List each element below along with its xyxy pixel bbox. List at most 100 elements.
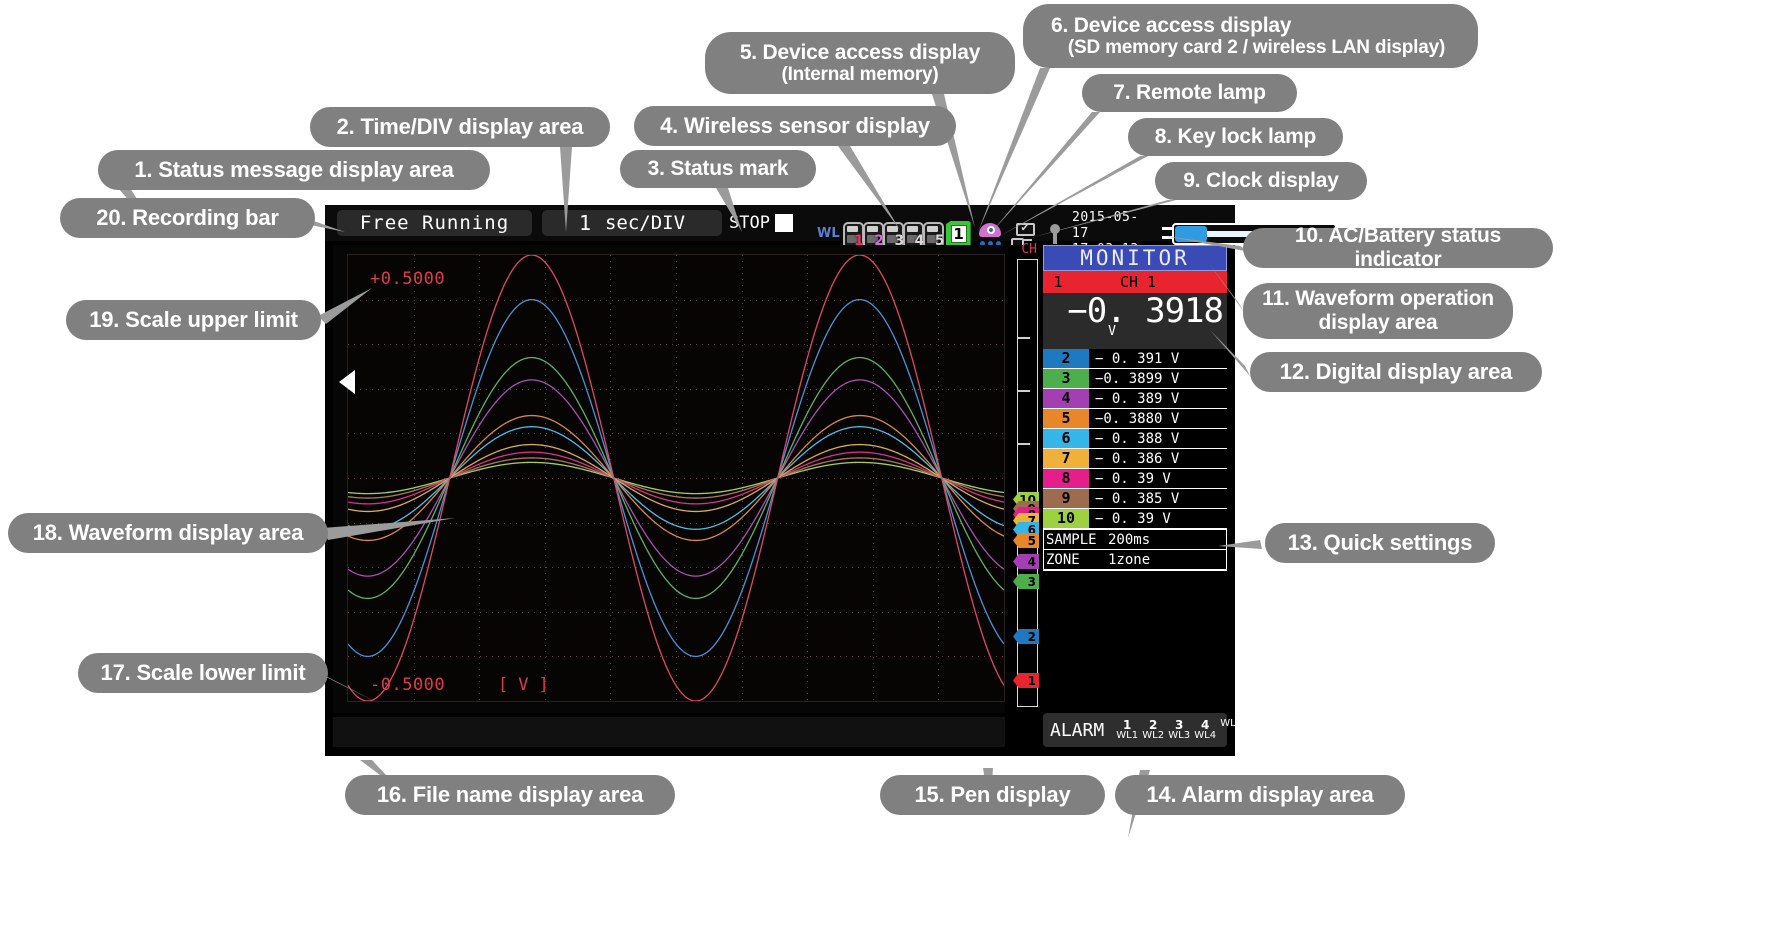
- device-screen: Free Running 1 sec/DIV STOP WL 1 2 3: [325, 205, 1338, 756]
- quick-setting-row[interactable]: ZONE 1zone: [1044, 550, 1226, 570]
- waveform-trace: [348, 451, 1004, 505]
- pen-track: [1017, 259, 1038, 707]
- waveform-trace: [348, 414, 1004, 542]
- recording-bar-marker[interactable]: [339, 370, 355, 394]
- alarm-lamp-label: WL2: [1142, 730, 1165, 741]
- alarm-label: ALARM: [1050, 719, 1105, 741]
- digital-channel-row[interactable]: 4 − 0. 389 V: [1043, 389, 1227, 409]
- callout-5-line1: 5. Device access display: [739, 40, 981, 64]
- callout-15: 15. Pen display: [880, 775, 1105, 815]
- callout-12: 12. Digital display area: [1250, 352, 1542, 392]
- callout-5-line2: (Internal memory): [781, 64, 939, 86]
- pen-tick: [1018, 443, 1030, 445]
- pen-marker[interactable]: 2: [1013, 629, 1039, 644]
- waveform-trace: [348, 379, 1004, 577]
- alarm-lamp: 1 WL1: [1114, 719, 1140, 741]
- status-bar: Free Running 1 sec/DIV STOP WL 1 2 3: [325, 205, 1338, 257]
- wireless-sensor-number: 3: [894, 232, 905, 249]
- wireless-sensor-number: 1: [854, 232, 864, 249]
- unit-text: V: [518, 675, 539, 695]
- status-mark-label: STOP: [729, 213, 770, 233]
- waveform-trace: [348, 298, 1004, 658]
- digital-channel-value: − 0. 39 V: [1095, 470, 1171, 487]
- callout-8: 8. Key lock lamp: [1128, 118, 1343, 156]
- digital-channel-index: 4: [1043, 389, 1089, 408]
- digital-channel-row[interactable]: 7 − 0. 386 V: [1043, 449, 1227, 469]
- waveform-trace: [348, 457, 1004, 499]
- sd-card-label: 1: [950, 224, 967, 243]
- digital-channel-row[interactable]: 8 − 0. 39 V: [1043, 469, 1227, 489]
- quick-setting-key: ZONE: [1046, 551, 1080, 568]
- monitor-channel-name: CH 1: [1119, 273, 1157, 291]
- callout-11: 11. Waveform operation display area: [1243, 283, 1513, 339]
- key-lock-icon: [1047, 221, 1062, 247]
- callout-17: 17. Scale lower limit: [78, 653, 328, 693]
- pen-tick: [1018, 390, 1030, 392]
- monitor-unit: V: [1108, 324, 1116, 339]
- alarm-lamp-number: 3: [1175, 718, 1184, 732]
- callout-3: 3. Status mark: [620, 150, 816, 188]
- alarm-lamp-number: 4: [1201, 718, 1210, 732]
- wireless-sensor-icon-5: 5: [921, 221, 945, 249]
- quick-setting-row[interactable]: SAMPLE 200ms: [1044, 530, 1226, 550]
- digital-channel-value: − 0. 385 V: [1095, 490, 1180, 507]
- digital-channel-index: 5: [1043, 409, 1089, 428]
- waveform-plot: [348, 255, 1004, 701]
- callout-5: 5. Device access display (Internal memor…: [705, 32, 1015, 94]
- digital-channel-row[interactable]: 3 −0. 3899 V: [1043, 369, 1227, 389]
- digital-channel-index: 2: [1043, 349, 1089, 368]
- pen-marker[interactable]: 3: [1013, 574, 1039, 589]
- digital-channel-row[interactable]: 6 − 0. 388 V: [1043, 429, 1227, 449]
- wireless-sensor-number: 2: [874, 232, 884, 249]
- unit-bracket-close: ]: [538, 675, 559, 695]
- monitor-value: −0. 3918: [1067, 291, 1224, 331]
- digital-channel-index: 9: [1043, 489, 1089, 508]
- scale-unit-label: [V]: [498, 675, 559, 695]
- pen-ch-label: CH: [1021, 242, 1037, 257]
- scale-upper-limit: +0.5000: [370, 269, 446, 289]
- sd-card-icon: 1: [945, 220, 971, 247]
- waveform-trace: [348, 356, 1004, 600]
- digital-channel-index: 10: [1043, 509, 1089, 528]
- waveform-display-area[interactable]: +0.5000 -0.5000 [V]: [347, 254, 1005, 702]
- callout-2: 2. Time/DIV display area: [310, 107, 610, 147]
- wireless-label: WL: [817, 226, 840, 242]
- time-div-value: 1: [578, 211, 591, 235]
- waveform-operation-display-area: MONITOR 1 CH 1 −0. 3918 V: [1043, 245, 1227, 349]
- quick-setting-value: 1zone: [1108, 551, 1151, 568]
- waveform-trace: [348, 255, 1004, 701]
- alarm-lamp-label: WL1: [1116, 730, 1139, 741]
- pen-marker[interactable]: 1: [1013, 673, 1039, 688]
- callout-20: 20. Recording bar: [60, 198, 315, 238]
- callout-7: 7. Remote lamp: [1082, 74, 1297, 112]
- wireless-lan-icon: [975, 221, 1004, 247]
- digital-channel-row[interactable]: 5 −0. 3880 V: [1043, 409, 1227, 429]
- digital-channel-row[interactable]: 9 − 0. 385 V: [1043, 489, 1227, 509]
- alarm-lamp-label: WL3: [1168, 730, 1191, 741]
- file-name-display-area: [333, 717, 1005, 747]
- callout-6-line1: 6. Device access display: [1051, 13, 1292, 37]
- alarm-lamp: WL5: [1218, 719, 1244, 741]
- digital-channel-index: 6: [1043, 429, 1089, 448]
- alarm-lamp-label: WL4: [1194, 730, 1217, 741]
- callout-1: 1. Status message display area: [98, 150, 490, 190]
- digital-channel-row[interactable]: 10 − 0. 39 V: [1043, 509, 1227, 529]
- quick-setting-value: 200ms: [1108, 531, 1151, 548]
- monitor-channel-index: 1: [1053, 273, 1063, 291]
- callout-11-line2: display area: [1318, 311, 1438, 334]
- quick-settings[interactable]: SAMPLE 200ms ZONE 1zone: [1043, 529, 1227, 571]
- pen-marker[interactable]: 4: [1013, 554, 1039, 569]
- pen-display: CH 10987654321: [1011, 242, 1039, 713]
- callout-19: 19. Scale upper limit: [66, 300, 321, 340]
- digital-channel-value: − 0. 39 V: [1095, 510, 1171, 527]
- pen-tick: [1018, 337, 1030, 339]
- callout-16: 16. File name display area: [345, 775, 675, 815]
- pen-marker[interactable]: 5: [1013, 533, 1039, 548]
- alarm-display-area: ALARM 1 WL1 2 WL2 3 WL3 4 WL4 WL5: [1043, 713, 1242, 747]
- right-column: MONITOR 1 CH 1 −0. 3918 V 2 − 0. 391 V 3 −0…: [1043, 245, 1227, 713]
- wireless-sensor-display: WL 1 2 3 4 5 1: [817, 210, 1338, 258]
- digital-channel-index: 3: [1043, 369, 1089, 388]
- status-mark: [774, 214, 793, 232]
- callout-18: 18. Waveform display area: [8, 513, 328, 553]
- digital-channel-row[interactable]: 2 − 0. 391 V: [1043, 349, 1227, 369]
